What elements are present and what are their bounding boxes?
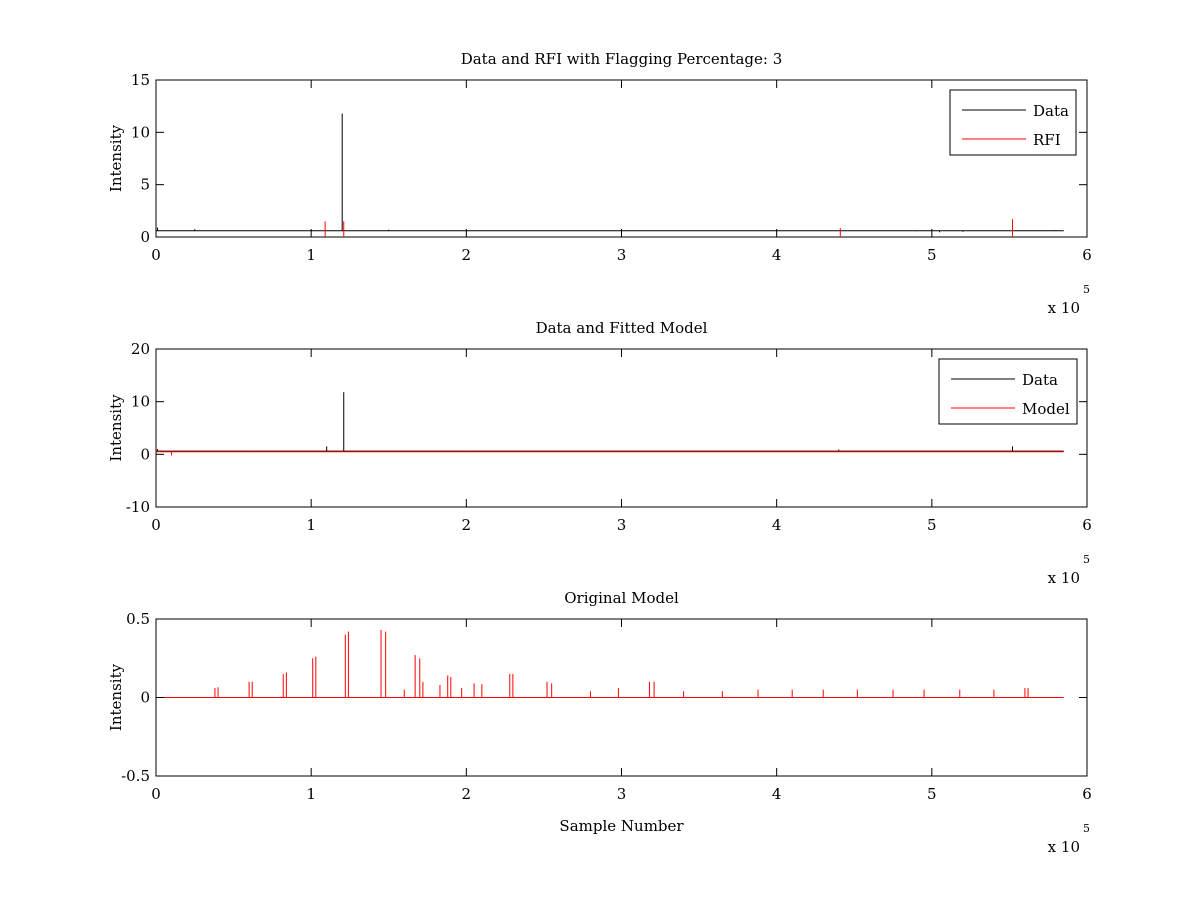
y-tick-label: 0 [140, 689, 150, 707]
x-tick-label: 2 [462, 516, 472, 534]
x-tick-label: 3 [617, 516, 627, 534]
y-tick-label: 20 [131, 340, 150, 358]
x-tick-label: 5 [927, 246, 937, 264]
x-tick-label: 6 [1082, 246, 1092, 264]
x-tick-label: 1 [306, 516, 316, 534]
chart-title: Data and RFI with Flagging Percentage: 3 [461, 50, 783, 68]
x-tick-label: 1 [306, 246, 316, 264]
x-tick-label: 6 [1082, 516, 1092, 534]
series-rfi [324, 219, 1014, 237]
y-tick-label: 0 [140, 445, 150, 463]
series-data [156, 113, 1064, 233]
chart-title: Data and Fitted Model [536, 319, 708, 337]
y-tick-label: 0 [140, 228, 150, 246]
y-tick-label: -0.5 [121, 767, 150, 785]
subplot-1: 0 1 2 3 4 5 6 0 5 10 15 Data and RFI with Flagging … [107, 50, 1092, 317]
x-tick-label: 1 [306, 785, 316, 803]
legend-label: Data [1022, 371, 1058, 389]
x-exponent: 5 [1083, 553, 1090, 566]
x-tick-label: 5 [927, 516, 937, 534]
legend-label: Data [1033, 102, 1069, 120]
x-tick-label: 4 [772, 246, 782, 264]
axes-frame [155, 79, 1088, 238]
y-tick-label: 5 [140, 176, 150, 194]
chart-title: Original Model [564, 589, 679, 607]
x-tick-label: 2 [462, 785, 472, 803]
axes-frame [155, 348, 1088, 508]
x-multiplier: x 10 [1048, 569, 1080, 587]
x-tick-label: 0 [151, 516, 161, 534]
legend-label: Model [1022, 400, 1070, 418]
x-tick-label: 0 [151, 246, 161, 264]
legend: Data Model [938, 358, 1078, 425]
legend: Data RFI [949, 89, 1077, 156]
x-tick-label: 0 [151, 785, 161, 803]
x-exponent: 5 [1083, 283, 1090, 296]
x-tick-label: 2 [462, 246, 472, 264]
legend-box [938, 358, 1078, 425]
series-data [156, 392, 1064, 452]
x-tick-label: 6 [1082, 785, 1092, 803]
y-axis-label: Intensity [107, 124, 125, 192]
x-multiplier: x 10 [1048, 299, 1080, 317]
x-tick-label: 3 [617, 785, 627, 803]
x-multiplier: x 10 [1048, 838, 1080, 856]
series-model [156, 450, 1064, 456]
y-tick-label: 0.5 [126, 610, 150, 628]
x-axis-label: Sample Number [559, 817, 684, 835]
y-tick-label: 15 [131, 71, 150, 89]
x-tick-label: 4 [772, 785, 782, 803]
y-axis-label: Intensity [107, 663, 125, 731]
y-tick-label: -10 [126, 498, 150, 516]
x-tick-label: 5 [927, 785, 937, 803]
y-axis-label: Intensity [107, 394, 125, 462]
series-model [156, 629, 1064, 698]
legend-label: RFI [1033, 131, 1061, 149]
x-exponent: 5 [1083, 822, 1090, 835]
x-tick-label: 3 [617, 246, 627, 264]
y-tick-label: 10 [131, 393, 150, 411]
y-tick-label: 10 [131, 123, 150, 141]
legend-box [949, 89, 1077, 156]
x-tick-label: 4 [772, 516, 782, 534]
